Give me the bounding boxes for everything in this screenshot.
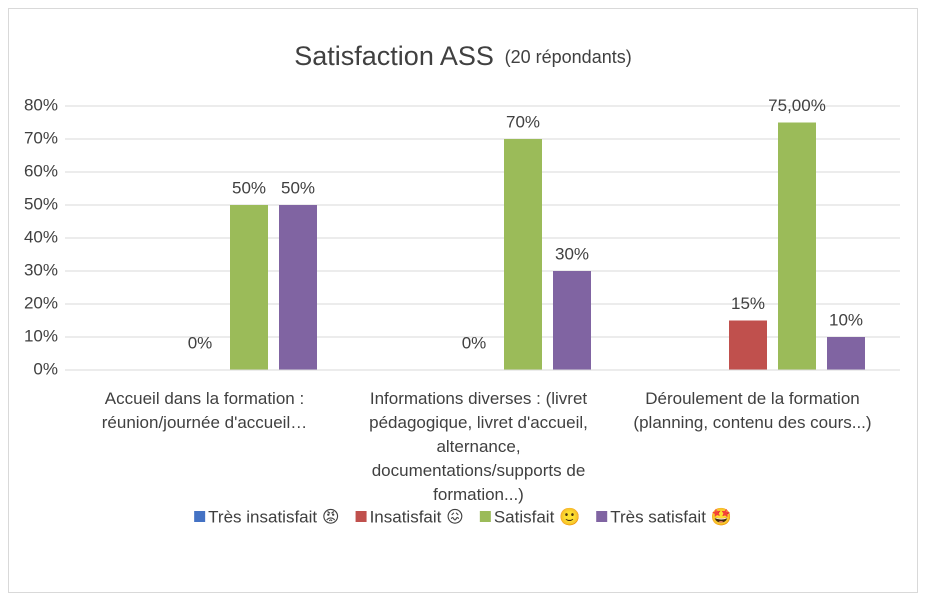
- bar: [230, 205, 268, 370]
- data-label: 10%: [829, 310, 863, 329]
- data-label: 50%: [281, 178, 315, 197]
- data-label: 50%: [232, 178, 266, 197]
- y-tick-label: 60%: [24, 161, 58, 180]
- legend-swatch: [596, 511, 608, 522]
- legend-label: Insatisfait 😖: [370, 507, 464, 526]
- y-tick-label: 40%: [24, 227, 58, 246]
- chart-subtitle: (20 répondants): [505, 47, 632, 67]
- y-tick-label: 80%: [24, 95, 58, 114]
- data-label: 15%: [731, 294, 765, 313]
- data-label: 70%: [506, 112, 540, 131]
- legend-label: Satisfait 🙂: [494, 507, 580, 526]
- data-label: 75,00%: [768, 96, 826, 115]
- y-tick-label: 70%: [24, 128, 58, 147]
- bar: [279, 205, 317, 370]
- bar: [778, 122, 816, 370]
- bar: [553, 271, 591, 370]
- y-tick-label: 10%: [24, 326, 58, 345]
- y-tick-label: 20%: [24, 293, 58, 312]
- legend: Très insatisfait 😡 Insatisfait 😖 Satisfait…: [194, 507, 732, 526]
- bar: [504, 139, 542, 370]
- legend-label: Très satisfait 🤩: [610, 507, 732, 526]
- legend-swatch: [355, 511, 367, 522]
- bar: [729, 320, 767, 370]
- x-tick-label: Déroulement de la formation (planning, c…: [633, 389, 872, 432]
- y-tick-label: 0%: [33, 359, 58, 378]
- y-tick-label: 50%: [24, 194, 58, 213]
- y-tick-label: 30%: [24, 260, 58, 279]
- x-tick-label: Accueil dans la formation : réunion/jour…: [101, 389, 308, 432]
- bar: [827, 337, 865, 370]
- chart-title: Satisfaction ASS: [294, 41, 494, 71]
- data-label: 0%: [188, 333, 213, 352]
- data-label: 30%: [555, 244, 589, 263]
- data-label: 0%: [462, 333, 487, 352]
- legend-swatch: [194, 511, 206, 522]
- legend-label: Très insatisfait 😡: [208, 507, 339, 526]
- chart-title-group: Satisfaction ASS (20 répondants): [294, 41, 631, 71]
- legend-swatch: [479, 511, 491, 522]
- x-tick-label: Informations diverses : (livret pédagogi…: [369, 389, 588, 504]
